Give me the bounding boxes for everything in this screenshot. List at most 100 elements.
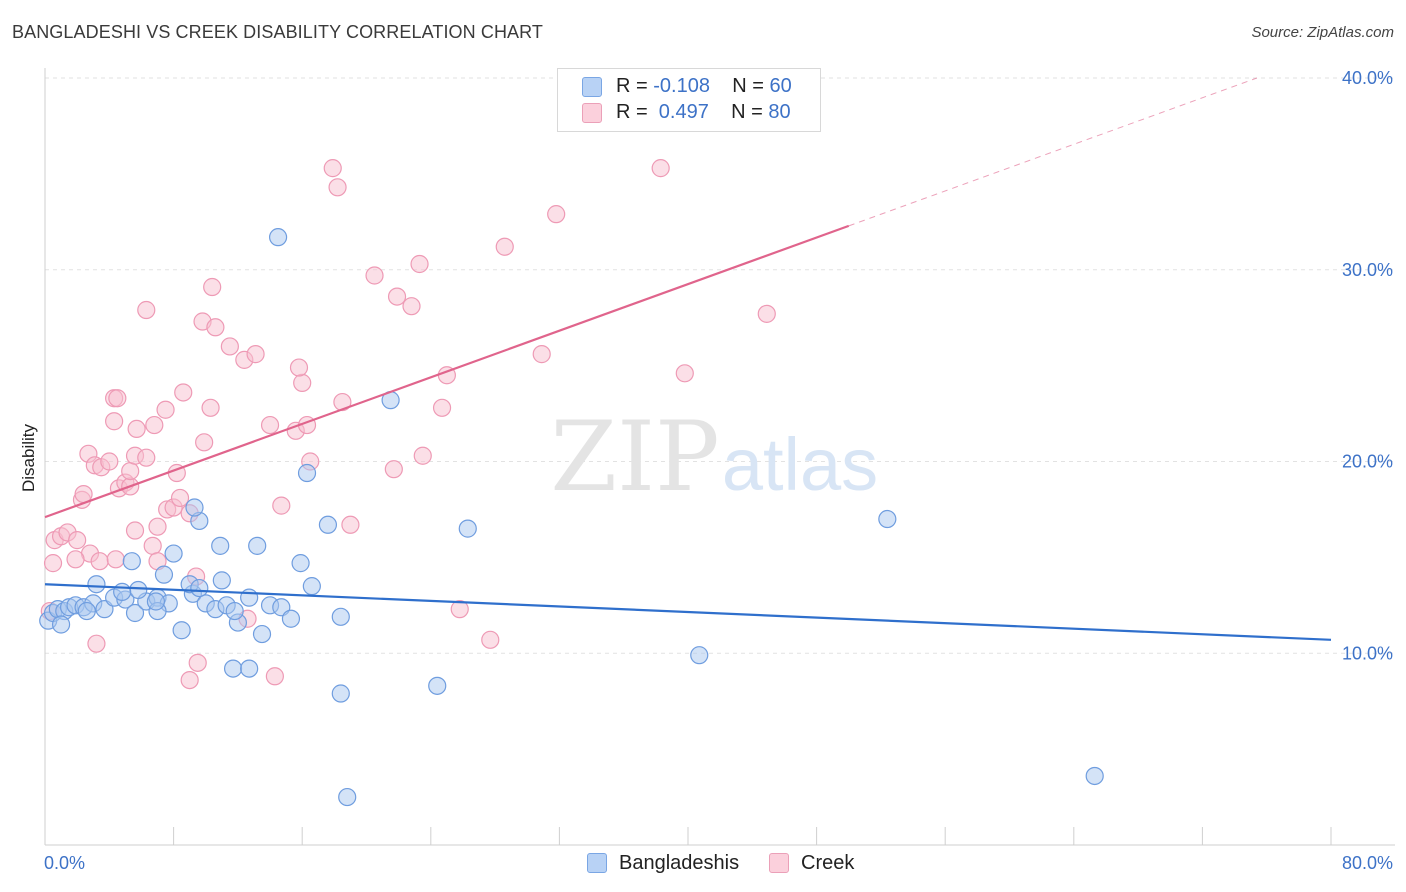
creek-point	[289, 358, 309, 377]
creek-point	[174, 383, 193, 402]
bangladeshis-point	[240, 659, 259, 678]
creek-point	[384, 460, 403, 479]
creek-point	[145, 415, 164, 435]
bangladeshis-point	[51, 615, 71, 634]
bangladeshis-point	[77, 601, 96, 621]
creek-point	[481, 630, 500, 649]
bangladeshis-point	[190, 578, 209, 598]
bangladeshis-point	[302, 577, 321, 596]
axes	[44, 68, 1395, 846]
creek-point	[323, 159, 342, 178]
bangladeshis-point	[113, 582, 132, 601]
creek-point	[547, 205, 566, 224]
bangladeshis-point	[291, 554, 310, 573]
creek-point	[137, 448, 156, 467]
creek-point	[125, 521, 145, 540]
bangladeshis-point	[172, 621, 191, 640]
creek-point	[195, 433, 214, 452]
legend-label: Bangladeshis	[619, 852, 740, 874]
legend-n-label: N =	[731, 101, 769, 123]
bangladeshis-point	[318, 515, 338, 534]
creek-point	[90, 552, 109, 571]
creek-point	[121, 461, 140, 481]
bangladeshis-point	[252, 624, 272, 644]
legend-r-value: -0.108	[653, 75, 710, 97]
bangladeshis-point	[331, 607, 350, 626]
watermark: ZIP atlas	[550, 401, 878, 513]
creek-point	[68, 531, 87, 550]
creek-point	[127, 419, 146, 439]
creek-point	[450, 600, 469, 619]
bangladeshis-point	[338, 787, 357, 807]
y-tick-label: 20.0%	[1342, 452, 1393, 472]
legend-r-value: 0.497	[653, 101, 709, 123]
chart-title: BANGLADESHI VS CREEK DISABILITY CORRELAT…	[12, 22, 544, 42]
bangladeshis-point	[1085, 766, 1104, 786]
y-tick-label: 30.0%	[1342, 260, 1393, 280]
legend-n-label: N =	[732, 75, 770, 97]
legend-label: Creek	[801, 852, 855, 874]
bangladeshis-point	[458, 519, 477, 538]
bangladeshis-point	[690, 646, 709, 665]
creek-point	[148, 517, 167, 536]
creek-point	[675, 364, 694, 383]
creek-point	[108, 389, 127, 408]
legend-n-value: 60	[769, 75, 792, 97]
creek-point	[293, 373, 312, 392]
creek-point	[220, 337, 239, 356]
creek-point	[137, 300, 156, 320]
legend-r-label: R =	[616, 75, 654, 97]
bangladeshis-swatch-icon	[582, 77, 602, 97]
creek-point	[106, 550, 125, 569]
creek-point	[43, 554, 63, 573]
creek-point	[410, 254, 429, 274]
creek-point	[265, 667, 284, 686]
bangladeshis-point	[146, 592, 166, 611]
creek-swatch-icon	[582, 103, 602, 123]
creek-point	[156, 400, 175, 419]
bangladeshis-point	[185, 498, 204, 517]
creek-point	[413, 446, 432, 465]
creek-point	[170, 488, 190, 508]
bangladeshis-point	[225, 601, 244, 621]
bangladeshis-point	[211, 536, 230, 555]
correlation-legend: R = -0.108 N = 60 R = 0.497 N = 80	[557, 68, 821, 132]
creek-point	[66, 550, 85, 569]
creek-point	[651, 159, 670, 178]
bangladeshis-point	[125, 603, 145, 623]
x-tick-label: 80.0%	[1342, 853, 1393, 873]
creek-point	[432, 398, 452, 417]
y-tick-label: 10.0%	[1342, 643, 1393, 663]
creek-point	[206, 318, 225, 337]
bangladeshis-point	[297, 463, 317, 483]
creek-point	[260, 415, 280, 435]
creek-point	[100, 452, 119, 471]
creek-point	[495, 237, 514, 256]
y-axis-label: Disability	[19, 423, 38, 492]
creek-point	[188, 653, 207, 672]
bangladeshis-point	[428, 676, 447, 695]
legend-r-label: R =	[616, 101, 654, 123]
creek-point	[757, 304, 776, 323]
creek-trend-line	[44, 224, 850, 519]
creek-point	[402, 297, 421, 316]
bangladeshis-trend-line	[44, 583, 1332, 641]
data-points	[39, 159, 1104, 807]
tick-labels: 10.0% 20.0% 30.0% 40.0% 0.0% 80.0%	[44, 68, 1393, 873]
creek-point	[105, 412, 124, 431]
creek-point	[201, 398, 220, 417]
creek-point	[246, 345, 265, 364]
creek-point	[203, 277, 222, 297]
bangladeshis-point	[87, 575, 106, 594]
bangladeshis-legend-icon	[587, 853, 607, 873]
legend-n-value: 80	[768, 101, 791, 123]
bangladeshis-point	[223, 659, 243, 678]
trend-lines	[44, 77, 1332, 641]
x-tick-label: 0.0%	[44, 853, 85, 873]
creek-point	[387, 287, 407, 306]
bangladeshis-point	[212, 571, 231, 590]
creek-point	[180, 670, 199, 690]
creek-point	[333, 392, 352, 412]
bangladeshis-point	[268, 228, 288, 247]
creek-point	[87, 634, 106, 653]
